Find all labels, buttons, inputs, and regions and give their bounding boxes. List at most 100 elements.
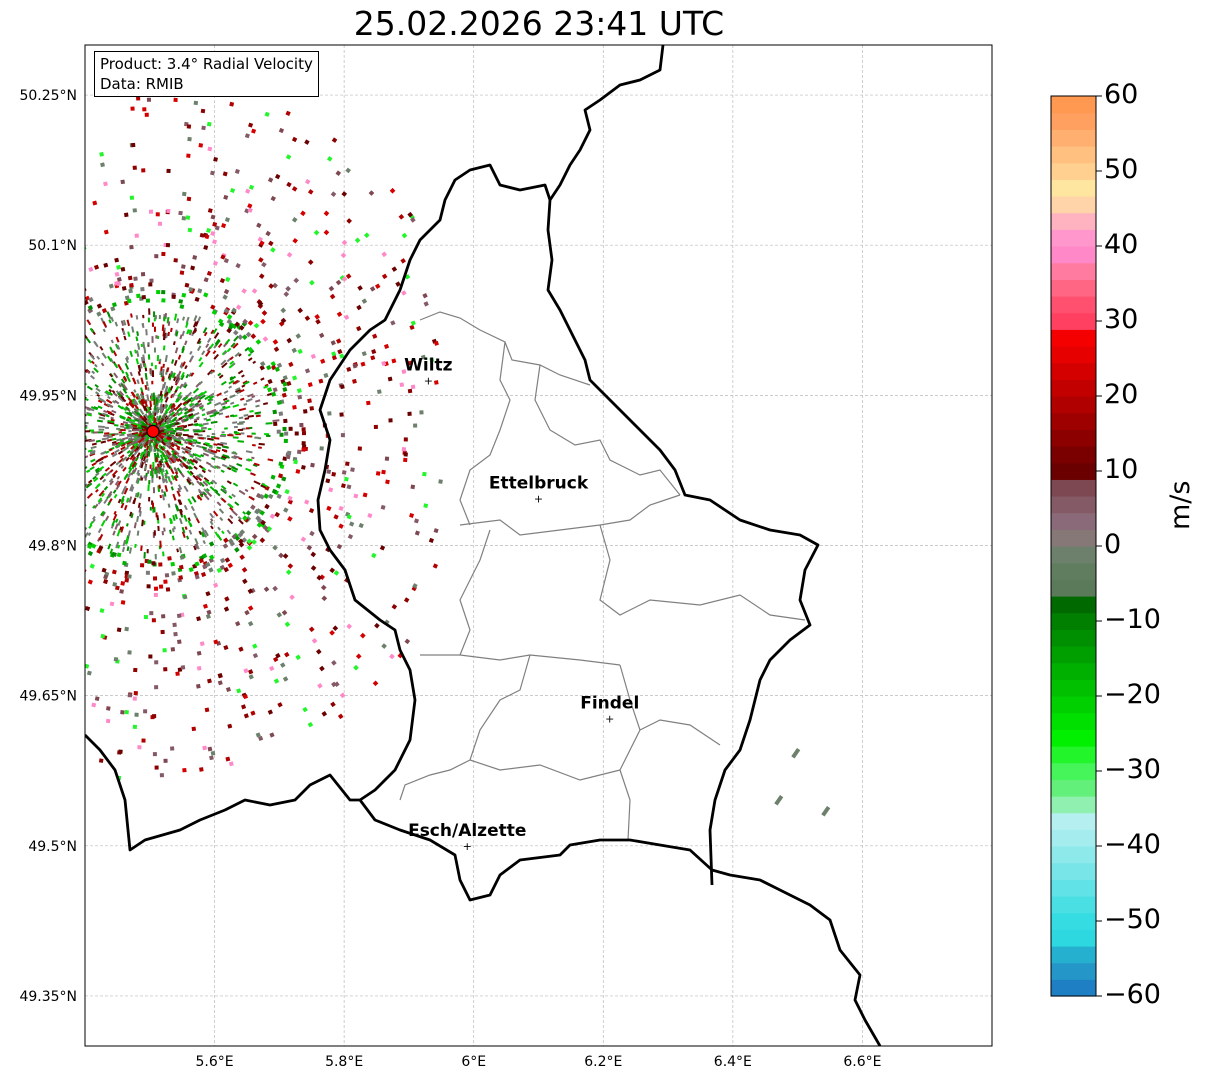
radar-echo [198, 530, 202, 535]
radar-echo [263, 493, 269, 499]
radar-echo [155, 457, 158, 463]
colorbar-segment [1051, 529, 1096, 547]
radar-echo [128, 452, 134, 458]
radar-echo [180, 264, 186, 269]
radar-echo [35, 355, 40, 360]
radar-echo [271, 488, 278, 495]
radar-echo [353, 664, 359, 671]
radar-echo [256, 222, 262, 229]
radar-echo [228, 495, 233, 500]
radar-echo [124, 295, 130, 301]
radar-echo [192, 321, 198, 328]
radar-echo [164, 424, 170, 428]
radar-echo [32, 478, 37, 483]
colorbar-segment [1051, 696, 1096, 714]
radar-echo [189, 350, 193, 355]
radar-echo [181, 446, 187, 451]
radar-echo [50, 492, 56, 497]
radar-echo [130, 439, 138, 446]
radar-echo [267, 378, 273, 385]
lat-tick-label: 49.65°N [19, 689, 77, 705]
radar-echo [164, 396, 169, 403]
radar-echo [154, 660, 159, 665]
lat-tick-label: 49.5°N [28, 839, 77, 855]
radar-echo [340, 483, 346, 489]
radar-echo [282, 426, 287, 432]
radar-echo [125, 456, 130, 462]
radar-echo [41, 489, 46, 494]
radar-echo [67, 315, 73, 321]
radar-echo [155, 435, 161, 442]
radar-echo [328, 487, 334, 493]
radar-echo [148, 654, 153, 659]
radar-echo [170, 457, 177, 464]
radar-echo [38, 431, 43, 433]
radar-echo [152, 461, 155, 468]
radar-echo [127, 693, 132, 698]
radar-echo [121, 546, 126, 553]
radar-echo [62, 510, 66, 514]
radar-echo [158, 460, 163, 466]
radar-echo [241, 374, 245, 378]
radar-echo [114, 480, 120, 486]
radar-echo [213, 437, 220, 440]
radar-echo [224, 557, 231, 563]
radar-echo [194, 561, 200, 567]
radar-echo [229, 540, 236, 547]
radar-echo [188, 413, 194, 417]
radar-echo [23, 582, 29, 588]
radar-echo [171, 430, 177, 433]
radar-echo [285, 569, 292, 576]
radar-echo [173, 421, 180, 426]
radar-echo [104, 390, 110, 396]
radar-echo [142, 354, 146, 362]
radar-echo [55, 631, 60, 636]
radar-echo [6, 264, 12, 270]
radar-echo [74, 462, 78, 465]
radar-echo [129, 511, 133, 517]
radar-echo [151, 336, 154, 343]
radar-echo [355, 653, 362, 660]
radar-echo [174, 471, 179, 475]
radar-echo [268, 493, 274, 500]
radar-echo [87, 304, 94, 311]
radar-echo [119, 425, 125, 428]
radar-echo [20, 368, 25, 373]
radar-echo [410, 484, 416, 490]
radar-echo [278, 461, 284, 467]
radar-echo [233, 431, 238, 434]
radar-echo [94, 483, 101, 490]
radar-echo [189, 470, 194, 475]
radar-echo [217, 442, 224, 446]
radar-echo [188, 442, 193, 446]
radar-echo [73, 324, 79, 330]
radar-echo [152, 714, 157, 719]
radar-echo [127, 437, 133, 441]
radar-echo [172, 341, 176, 346]
radar-echo [223, 350, 228, 355]
radar-echo [199, 406, 204, 410]
colorbar-segment [1051, 979, 1096, 997]
radar-echo [85, 455, 89, 459]
radar-echo [212, 510, 219, 517]
radar-echo [116, 627, 122, 633]
radar-echo [65, 710, 70, 715]
radar-echo [167, 476, 171, 480]
radar-echo [247, 393, 254, 398]
radar-echo [106, 311, 111, 318]
radar-echo [160, 458, 164, 464]
radar-echo [206, 337, 212, 343]
radar-echo [325, 478, 331, 484]
radar-echo [49, 492, 53, 496]
radar-echo [91, 370, 96, 375]
radar-echo [88, 524, 93, 529]
radar-echo [135, 315, 139, 320]
radar-echo [434, 380, 439, 385]
data-source-label: Data: RMIB [100, 75, 184, 93]
radar-echo [181, 361, 186, 367]
radar-echo [163, 491, 167, 497]
radar-echo [341, 191, 348, 197]
radar-echo [17, 430, 21, 434]
radar-echo [58, 517, 64, 523]
radar-echo [345, 273, 352, 280]
